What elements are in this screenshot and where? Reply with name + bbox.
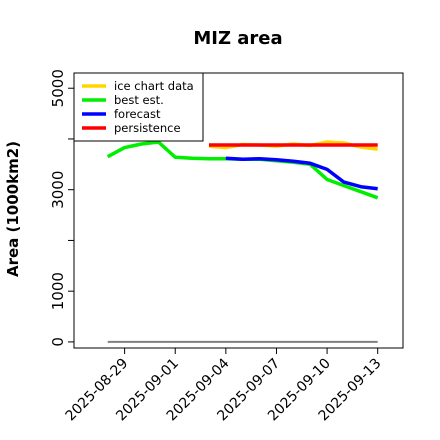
chart-title: MIZ area bbox=[193, 28, 282, 49]
series-line-forecast bbox=[225, 156, 378, 191]
legend-label-persistence: persistence bbox=[114, 121, 181, 135]
legend-label-forecast: forecast bbox=[114, 107, 161, 121]
legend-label-best-est: best est. bbox=[114, 93, 164, 107]
y-tick-label: 3000 bbox=[49, 171, 67, 209]
series-line-best-est bbox=[106, 140, 379, 200]
legend-label-ice-chart-data: ice chart data bbox=[114, 79, 194, 93]
y-axis-label: Area (1000km2) bbox=[4, 141, 22, 277]
plot-area bbox=[106, 140, 379, 343]
y-tick-label: 0 bbox=[49, 337, 67, 347]
y-tick-label: 5000 bbox=[49, 69, 67, 107]
y-tick-label: 1000 bbox=[49, 272, 67, 310]
axes-frame bbox=[73, 72, 404, 349]
